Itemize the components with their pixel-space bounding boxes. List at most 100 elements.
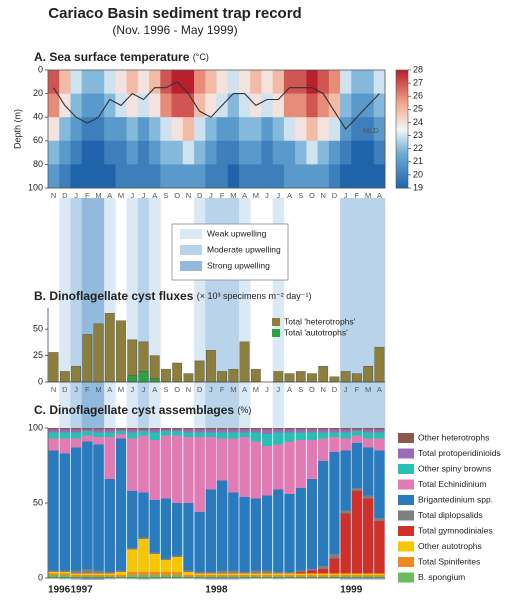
bar-segment (295, 576, 306, 578)
panel-title: A. Sea surface temperature (°C) (34, 50, 209, 64)
bar-segment (194, 429, 205, 433)
bar-segment (149, 432, 160, 440)
x-tick-label: A (107, 385, 112, 394)
bar-segment (93, 432, 104, 437)
colorbar-step (396, 134, 408, 138)
colorbar-step (396, 75, 408, 79)
bar-segment (284, 575, 295, 577)
heat-cell (216, 70, 229, 94)
bar-segment (183, 429, 194, 433)
heat-cell (250, 70, 262, 94)
upwelling-band (340, 198, 352, 580)
bar-segment (82, 573, 93, 575)
heat-cell (104, 140, 116, 165)
y-axis-label: Depth (m) (12, 109, 22, 149)
bar-segment (48, 570, 59, 572)
x-tick-label: O (174, 191, 180, 200)
bar-segment (205, 572, 217, 574)
heat-cell (171, 93, 184, 118)
x-tick-label: N (51, 191, 56, 200)
legend-swatch (398, 495, 414, 505)
bar-segment (351, 443, 363, 488)
heat-cell (115, 70, 128, 94)
heat-cell (283, 140, 296, 165)
bar-segment (127, 428, 138, 430)
bar-segment (239, 429, 250, 433)
bar-segment (216, 432, 228, 439)
bar-segment (127, 438, 138, 491)
bar-segment (59, 453, 71, 571)
mld-line (53, 81, 380, 130)
bar (161, 369, 171, 383)
bar-segment (295, 572, 306, 574)
x-tick-label: S (163, 191, 168, 200)
bar-segment (362, 447, 374, 496)
bar-segment (149, 428, 160, 430)
bar-segment (138, 575, 149, 578)
bar-segment (318, 432, 329, 439)
bar-segment (351, 429, 363, 431)
bar-segment (160, 575, 172, 578)
bar-segment (183, 437, 194, 503)
bar-segment (295, 573, 306, 575)
colorbar-step (396, 164, 408, 167)
bar-segment (172, 557, 183, 572)
legend-swatch (180, 245, 202, 255)
bar-segment (306, 575, 318, 577)
heat-cell (171, 117, 184, 142)
bar (363, 365, 374, 383)
bar-segment (374, 573, 385, 575)
heat-cell (171, 164, 184, 189)
heat-cell (137, 140, 150, 165)
bar-segment (216, 429, 228, 433)
bar-segment (149, 554, 160, 572)
x-tick-label: F (355, 385, 360, 394)
heat-cell (126, 164, 139, 189)
bar-segment (362, 428, 374, 430)
bar-segment (48, 428, 59, 430)
heat-cell (362, 164, 375, 189)
colorbar-step (396, 109, 408, 112)
bar-segment (194, 575, 205, 577)
heat-cell (81, 140, 94, 165)
bar-segment (172, 575, 183, 578)
bar-segment (250, 575, 261, 577)
y-tick-label: 0 (38, 376, 43, 386)
bar (250, 369, 261, 383)
bar-segment (340, 438, 351, 451)
bar-segment (261, 495, 273, 571)
bar-segment (127, 491, 138, 548)
bar-segment (160, 431, 172, 436)
bar-segment (340, 428, 351, 430)
heat-cell (250, 140, 262, 165)
bar-segment (183, 576, 194, 578)
bar (59, 371, 70, 383)
heat-cell (81, 93, 94, 118)
plot-frame (47, 69, 386, 189)
heat-cell (317, 70, 330, 94)
colorbar-step (396, 119, 408, 122)
bar-segment (194, 512, 205, 572)
heat-cell (149, 117, 161, 142)
heat-cell (137, 70, 150, 94)
bar-segment (250, 428, 261, 430)
bar (104, 313, 115, 383)
bar (172, 362, 183, 383)
bar-segment (160, 558, 172, 560)
legend-label: Total gymnodiniales (418, 525, 493, 535)
heat-cell (182, 93, 195, 118)
bar-segment (273, 429, 284, 433)
bar-segment (104, 437, 115, 479)
x-tick-label: A (377, 385, 382, 394)
heat-cell (160, 117, 172, 142)
heat-cell (295, 93, 307, 118)
heat-cell (205, 93, 217, 118)
x-tick-label: M (95, 385, 101, 394)
bar (82, 334, 93, 383)
x-tick-label: S (298, 385, 303, 394)
bar-segment (183, 572, 194, 575)
x-tick-label: F (85, 385, 90, 394)
colorbar-label: 28 (413, 64, 423, 74)
bar-segment (239, 573, 250, 575)
